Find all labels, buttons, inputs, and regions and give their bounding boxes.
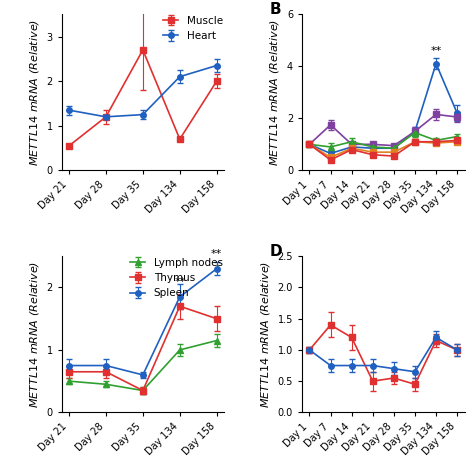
Text: B: B — [270, 2, 281, 17]
Text: **: ** — [174, 277, 185, 287]
Y-axis label: $METTL14$ mRNA (Relative): $METTL14$ mRNA (Relative) — [28, 19, 41, 166]
Legend: Muscle, Heart: Muscle, Heart — [159, 12, 227, 45]
Text: **: ** — [430, 46, 442, 56]
Legend: Lymph nodes, Thymus, Spleen: Lymph nodes, Thymus, Spleen — [126, 254, 227, 302]
Y-axis label: $METTL14$ mRNA (Relative): $METTL14$ mRNA (Relative) — [259, 261, 272, 408]
Text: D: D — [270, 244, 282, 259]
Text: **: ** — [211, 249, 222, 259]
Y-axis label: $METTL14$ mRNA (Relative): $METTL14$ mRNA (Relative) — [268, 19, 281, 166]
Y-axis label: $METTL14$ mRNA (Relative): $METTL14$ mRNA (Relative) — [28, 261, 41, 408]
